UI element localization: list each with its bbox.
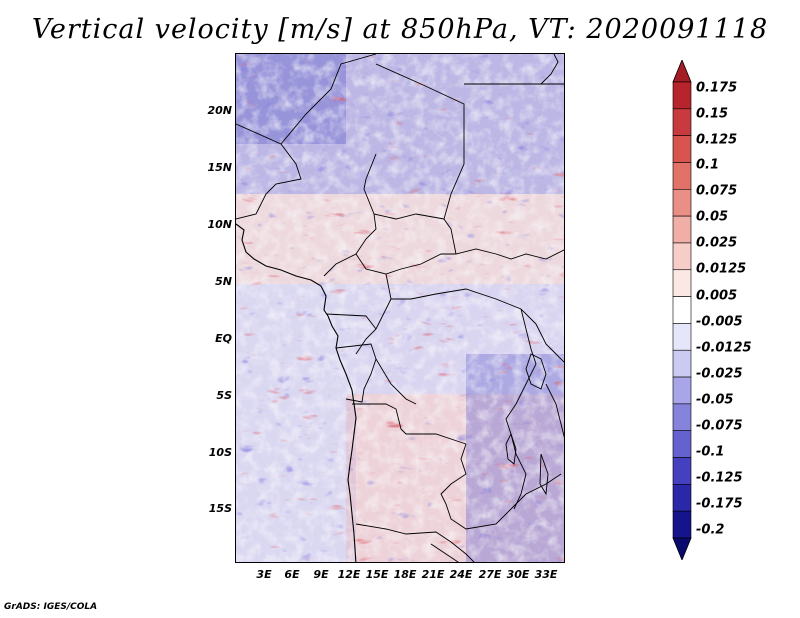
lon-label-3e: 3E (256, 568, 272, 581)
colorbar-segment (672, 242, 692, 271)
lat-label-15n: 15N (207, 161, 232, 174)
lat-label-eq: EQ (215, 332, 232, 345)
colorbar-label: 0.05 (696, 209, 729, 225)
colorbar-segment (672, 430, 692, 458)
lat-label-5n: 5N (215, 275, 232, 288)
colorbar-label: 0.025 (696, 235, 738, 251)
colorbar-label: 0.0125 (696, 261, 747, 277)
colorbar-segment (672, 457, 692, 485)
lon-label-12e: 12E (337, 568, 361, 581)
lon-label-9e: 9E (313, 568, 329, 581)
footer-credit: GrADS: IGES/COLA (4, 602, 98, 612)
colorbar-segment (672, 269, 692, 297)
colorbar-cap-top (672, 60, 692, 83)
colorbar-label: 0.15 (696, 106, 729, 122)
colorbar-label: 0.075 (696, 183, 738, 199)
lon-label-27e: 27E (478, 568, 502, 581)
colorbar-segment (672, 162, 692, 190)
colorbar-label: -0.175 (696, 496, 743, 512)
lon-label-21e: 21E (421, 568, 445, 581)
lat-label-5s: 5S (216, 389, 232, 402)
colorbar-segment (672, 376, 692, 405)
colorbar-label: -0.125 (696, 470, 743, 486)
lat-label-20n: 20N (207, 104, 232, 117)
colorbar-label: -0.025 (696, 366, 743, 382)
colorbar-label: 0.175 (696, 80, 738, 96)
colorbar-segment (672, 349, 692, 378)
colorbar-label: 0.125 (696, 132, 738, 148)
lon-label-33e: 33E (534, 568, 558, 581)
colorbar-label: -0.075 (696, 418, 743, 434)
colorbar-label: 0.005 (696, 288, 738, 304)
colorbar-label: -0.005 (696, 314, 743, 330)
lat-label-10n: 10N (207, 218, 232, 231)
colorbar-segment (672, 510, 692, 539)
colorbar-label: -0.2 (696, 522, 725, 538)
vertical-velocity-field (236, 54, 564, 562)
colorbar-segment (672, 135, 692, 163)
colorbar-segment (672, 323, 692, 351)
lon-label-15e: 15E (365, 568, 389, 581)
lat-label-15s: 15S (208, 502, 232, 515)
lon-label-24e: 24E (449, 568, 473, 581)
colorbar-label: -0.05 (696, 392, 734, 408)
colorbar-label: -0.1 (696, 444, 725, 460)
colorbar-segment (672, 81, 692, 110)
colorbar-label: 0.1 (696, 157, 720, 173)
map-panel (235, 53, 565, 563)
colorbar-segment (672, 108, 692, 136)
lon-label-30e: 30E (506, 568, 530, 581)
colorbar (672, 60, 692, 560)
lat-label-10s: 10S (208, 446, 232, 459)
colorbar-segment (672, 296, 692, 324)
colorbar-segment (672, 188, 692, 217)
lon-label-18e: 18E (393, 568, 417, 581)
colorbar-segment (672, 484, 692, 512)
colorbar-segment (672, 215, 692, 244)
map-title: Vertical velocity [m/s] at 850hPa, VT: 2… (31, 14, 769, 45)
lon-label-6e: 6E (284, 568, 300, 581)
colorbar-cap-bottom (672, 537, 692, 560)
colorbar-segment (672, 403, 692, 432)
colorbar-label: -0.0125 (696, 340, 752, 356)
